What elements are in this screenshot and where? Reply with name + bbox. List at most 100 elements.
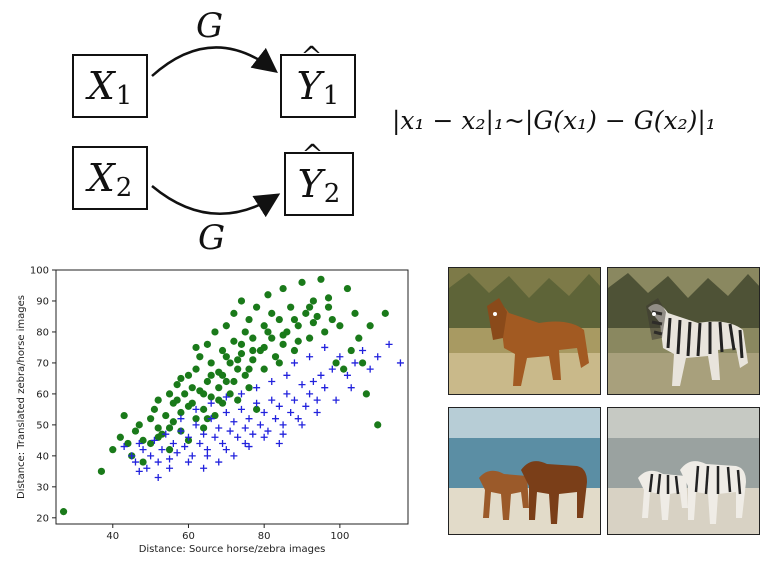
data-point-blue xyxy=(347,384,355,392)
data-point-green xyxy=(218,346,227,355)
data-point-green xyxy=(147,439,155,448)
data-point-green xyxy=(181,390,189,398)
photo-zebra-field xyxy=(607,267,760,395)
x-tick-label: 60 xyxy=(182,531,195,542)
data-point-green xyxy=(249,356,257,364)
data-point-blue xyxy=(249,430,257,438)
data-point-blue xyxy=(366,365,374,373)
data-point-blue xyxy=(256,421,264,429)
data-point-blue xyxy=(313,408,321,416)
photo-zebras-beach xyxy=(607,407,760,535)
y-tick-label: 100 xyxy=(30,266,49,277)
output-y2-sub: 2 xyxy=(323,179,341,209)
mapping-label-bottom: G xyxy=(198,218,226,258)
data-point-green xyxy=(305,334,314,342)
data-point-green xyxy=(249,334,257,342)
data-point-blue xyxy=(222,393,230,401)
data-point-green xyxy=(109,446,117,454)
output-y2-var: Y xyxy=(298,140,324,206)
data-point-blue xyxy=(131,458,139,466)
data-point-blue xyxy=(351,359,359,367)
data-point-green xyxy=(131,427,140,435)
data-point-blue xyxy=(245,415,253,423)
data-point-green xyxy=(362,390,370,398)
input-x1-var: X xyxy=(87,64,115,108)
data-point-blue xyxy=(290,396,298,404)
y-tick-label: 50 xyxy=(36,420,49,431)
zebras-beach-image xyxy=(608,408,759,534)
data-point-blue xyxy=(177,415,185,423)
data-point-green xyxy=(177,408,185,417)
data-point-green xyxy=(222,322,230,330)
data-point-blue xyxy=(188,452,196,460)
data-point-green xyxy=(290,346,299,355)
data-point-blue xyxy=(219,439,227,447)
data-point-green xyxy=(324,294,333,302)
data-point-green xyxy=(218,371,227,379)
input-x2-var: X xyxy=(87,156,115,200)
data-point-green xyxy=(260,322,268,330)
data-point-blue xyxy=(169,439,177,447)
data-point-green xyxy=(249,346,257,355)
data-point-green xyxy=(203,340,211,348)
data-point-green xyxy=(203,377,211,386)
data-point-green xyxy=(230,309,238,317)
data-point-green xyxy=(351,309,359,317)
data-point-blue xyxy=(309,378,317,386)
data-point-blue xyxy=(158,446,166,454)
data-point-blue xyxy=(253,399,261,407)
data-point-blue xyxy=(264,427,272,435)
data-point-blue xyxy=(222,446,230,454)
data-point-green xyxy=(154,424,162,432)
cycle-mapping-diagram: X1 X2 Y1 Y2 G G xyxy=(0,0,380,260)
data-point-blue xyxy=(203,446,211,454)
data-point-green xyxy=(211,328,219,336)
data-point-blue xyxy=(230,452,238,460)
data-point-blue xyxy=(306,353,314,361)
data-point-blue xyxy=(396,359,404,367)
data-point-green xyxy=(165,446,174,454)
data-point-blue xyxy=(222,408,230,416)
data-point-green xyxy=(347,346,355,355)
data-point-green xyxy=(241,371,249,379)
data-point-blue xyxy=(173,449,181,457)
data-point-green xyxy=(215,384,223,392)
y-tick-label: 90 xyxy=(36,296,49,307)
arrow-top xyxy=(151,46,278,77)
data-point-blue xyxy=(200,464,208,472)
data-point-green xyxy=(287,303,295,311)
data-point-blue xyxy=(328,365,336,373)
data-point-blue xyxy=(184,433,192,441)
data-point-blue xyxy=(279,430,287,438)
data-point-green xyxy=(302,309,310,317)
data-point-green xyxy=(264,328,272,336)
data-point-green xyxy=(192,415,200,423)
data-point-blue xyxy=(283,390,291,398)
data-point-blue xyxy=(245,443,253,451)
data-point-blue xyxy=(283,371,291,379)
horse-field-image xyxy=(449,268,600,394)
arrow-bottom xyxy=(151,185,281,218)
data-point-blue xyxy=(321,384,329,392)
y-tick-label: 70 xyxy=(36,358,49,369)
data-point-green xyxy=(237,350,246,358)
data-point-green xyxy=(355,334,363,342)
output-box-y2: Y2 xyxy=(284,140,354,216)
data-point-blue xyxy=(275,402,283,410)
distance-preservation-formula: |x₁ − x₂|₁~|G(x₁) − G(x₂)|₁ xyxy=(392,106,716,135)
data-point-blue xyxy=(313,396,321,404)
data-point-blue xyxy=(237,405,245,413)
data-point-blue xyxy=(234,433,242,441)
data-point-green xyxy=(279,284,287,293)
data-point-green xyxy=(154,396,162,404)
data-point-green xyxy=(321,328,329,336)
input-x1-sub: 1 xyxy=(115,81,133,111)
y-tick-label: 20 xyxy=(36,513,49,524)
data-point-blue xyxy=(226,427,234,435)
x-tick-label: 80 xyxy=(258,531,271,542)
data-point-blue xyxy=(321,343,329,351)
data-point-blue xyxy=(374,353,382,361)
data-point-green xyxy=(358,359,367,367)
data-point-green xyxy=(340,365,348,373)
